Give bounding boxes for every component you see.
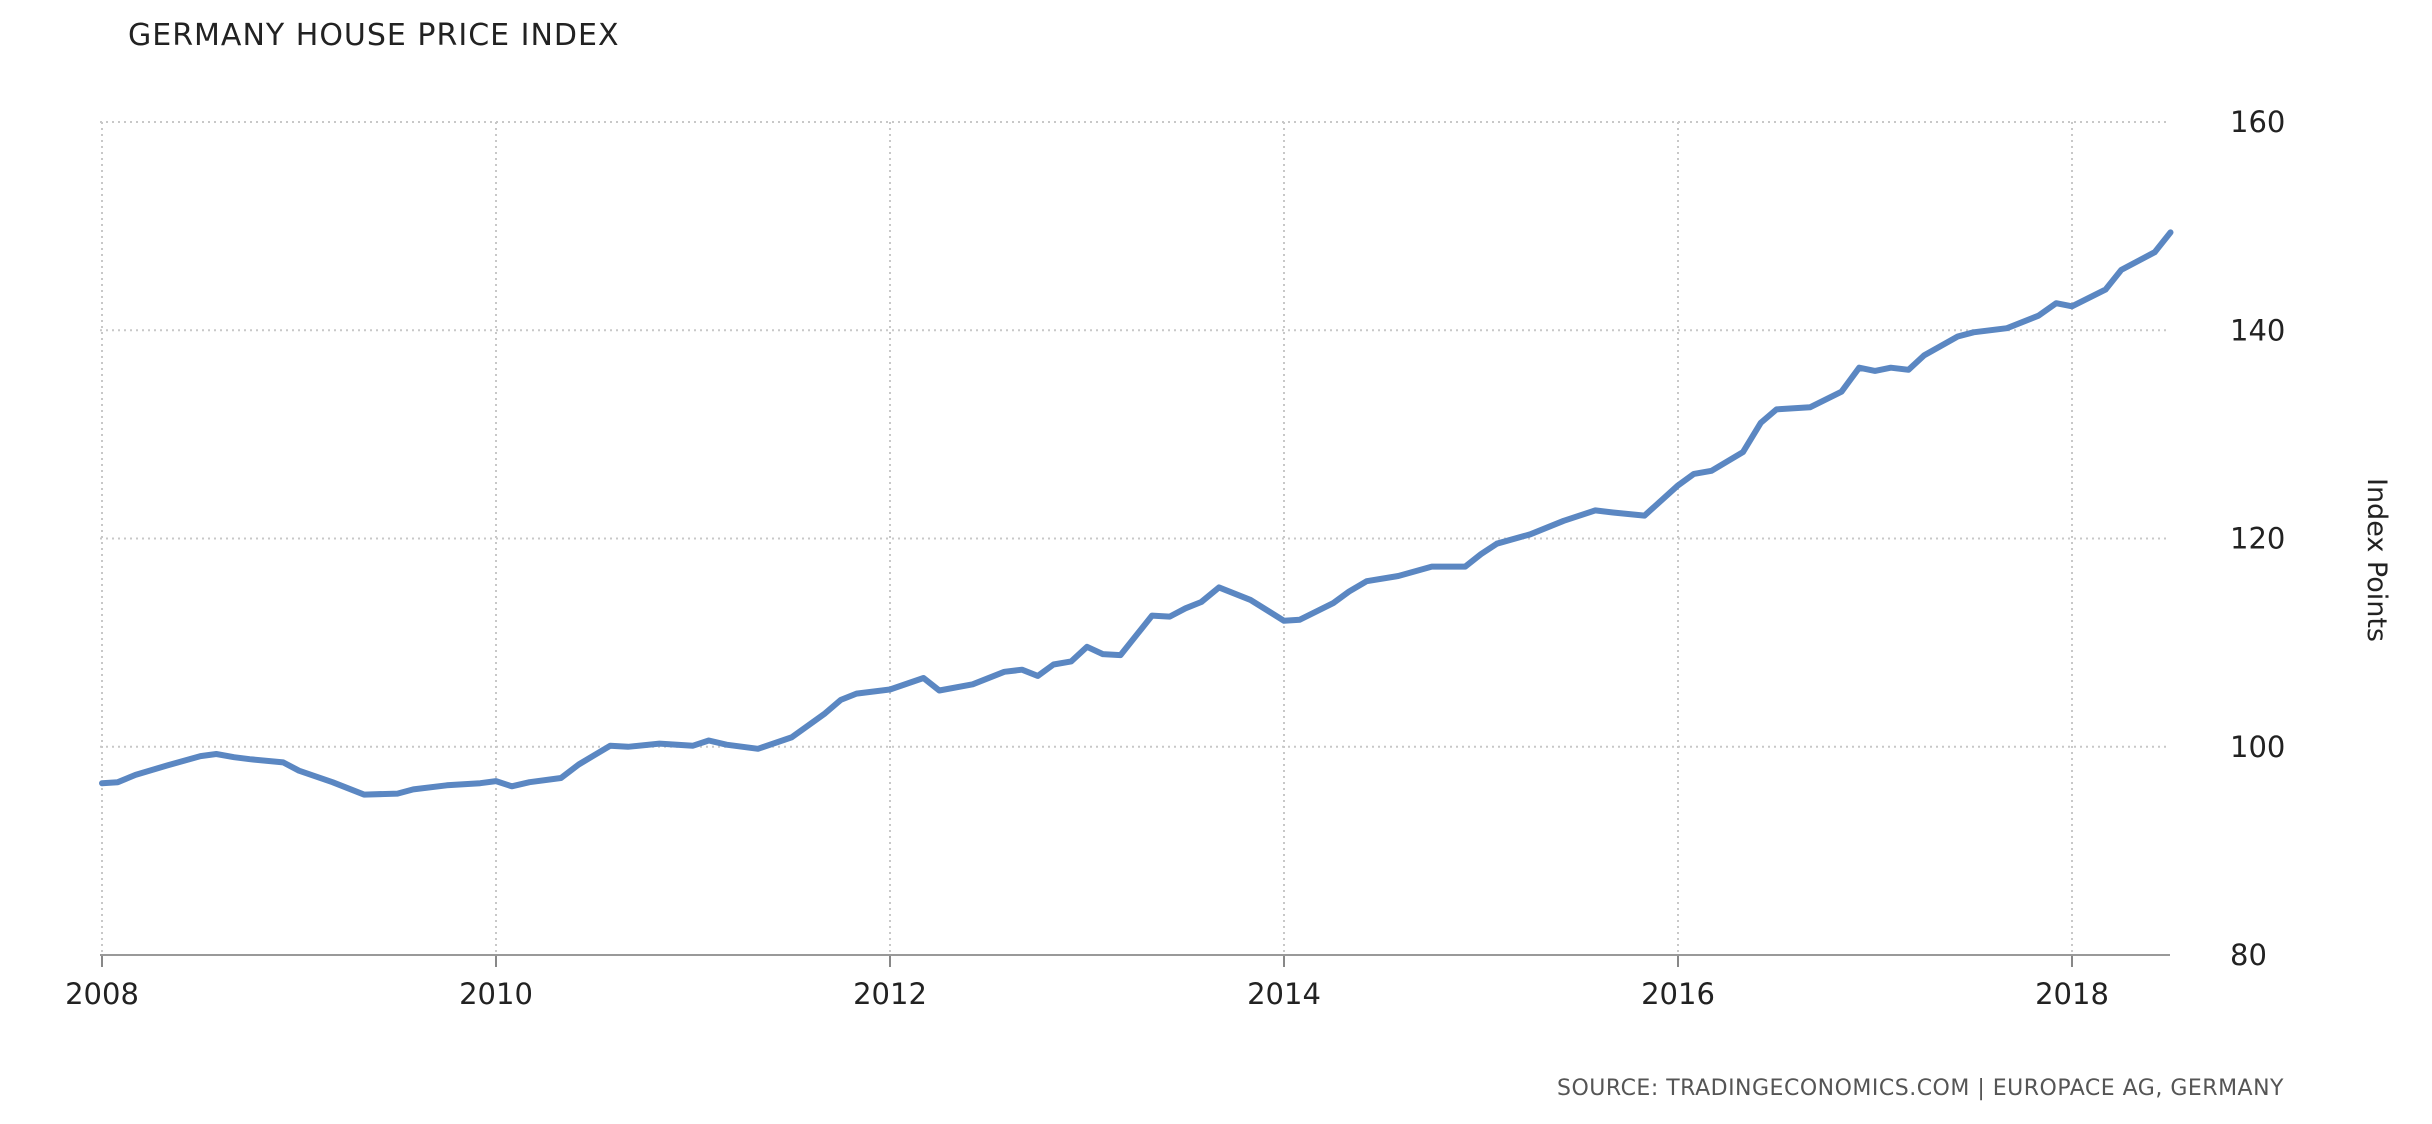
series — [99, 229, 2174, 798]
grid-lines — [100, 121, 2170, 955]
series-line — [99, 229, 2174, 798]
y-tick-label: 120 — [2230, 522, 2285, 556]
x-tick-label: 2018 — [2035, 977, 2109, 1011]
y-tick-label: 100 — [2230, 730, 2285, 764]
source-credit: SOURCE: TRADINGECONOMICS.COM | EUROPACE … — [1557, 1076, 2284, 1101]
x-tick-label: 2016 — [1641, 977, 1715, 1011]
y-axis-label: Index Points — [2361, 478, 2392, 642]
y-tick-label: 80 — [2230, 938, 2267, 972]
x-tick-label: 2014 — [1247, 977, 1321, 1011]
x-tick-label: 2008 — [65, 977, 139, 1011]
y-tick-label: 140 — [2230, 313, 2285, 347]
y-tick-label: 160 — [2230, 105, 2285, 139]
tick-labels: 80 100 120 140 160 2008 2010 2012 2014 2016 2018 — [65, 105, 2285, 1011]
x-tick-label: 2012 — [853, 977, 927, 1011]
x-tick-label: 2010 — [459, 977, 533, 1011]
chart-title: GERMANY HOUSE PRICE INDEX — [128, 18, 620, 53]
axes — [100, 954, 2170, 967]
